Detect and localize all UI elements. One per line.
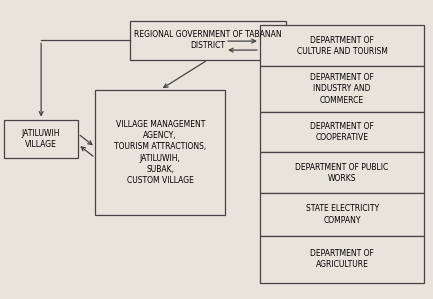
Text: JATILUWIH
VILLAGE: JATILUWIH VILLAGE (22, 129, 60, 149)
Text: VILLAGE MANAGEMENT
AGENCY,
TOURISM ATTRACTIONS,
JATILUWIH,
SUBAK,
CUSTOM VILLAGE: VILLAGE MANAGEMENT AGENCY, TOURISM ATTRA… (114, 120, 207, 185)
Bar (260, 112, 424, 152)
Bar (130, 21, 286, 60)
Text: DEPARTMENT OF PUBLIC
WORKS: DEPARTMENT OF PUBLIC WORKS (295, 163, 389, 183)
Bar (260, 236, 424, 283)
Bar (4, 120, 78, 158)
Bar (260, 25, 424, 66)
Text: DEPARTMENT OF
COOPERATIVE: DEPARTMENT OF COOPERATIVE (310, 122, 374, 142)
Text: DEPARTMENT OF
CULTURE AND TOURISM: DEPARTMENT OF CULTURE AND TOURISM (297, 36, 388, 56)
Text: REGIONAL GOVERNMENT OF TABANAN
DISTRICT: REGIONAL GOVERNMENT OF TABANAN DISTRICT (134, 30, 281, 51)
Bar (260, 66, 424, 112)
Bar (260, 193, 424, 236)
Text: STATE ELECTRICITY
COMPANY: STATE ELECTRICITY COMPANY (306, 205, 378, 225)
Bar (95, 90, 225, 215)
Bar (260, 152, 424, 193)
Text: DEPARTMENT OF
AGRICULTURE: DEPARTMENT OF AGRICULTURE (310, 249, 374, 269)
Text: DEPARTMENT OF
INDUSTRY AND
COMMERCE: DEPARTMENT OF INDUSTRY AND COMMERCE (310, 73, 374, 105)
